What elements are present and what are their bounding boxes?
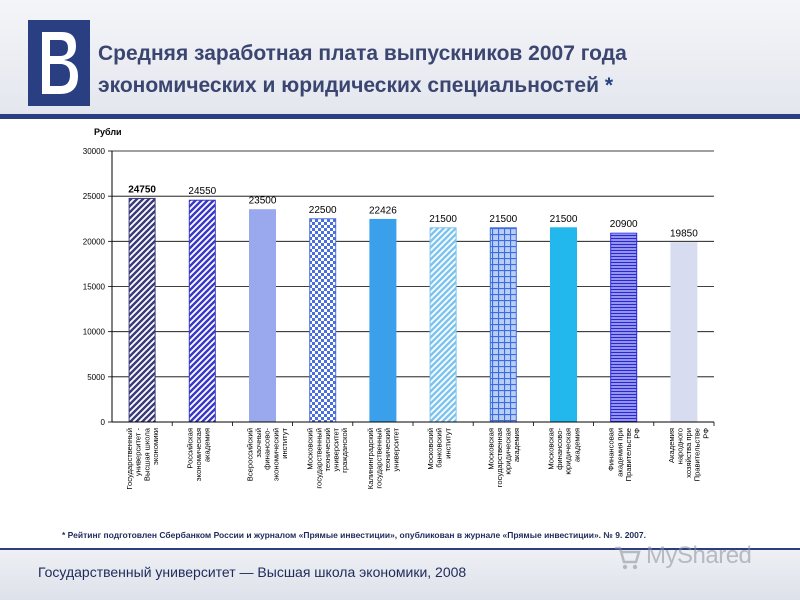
x-tick-label-line: народного [676, 428, 685, 464]
x-tick-label-line: Правительстве [693, 428, 702, 481]
x-tick-label-line: экономическая [194, 428, 203, 481]
x-tick-label-line: академия при [615, 428, 624, 477]
x-tick-label-7: Московская государственная юридическая акад… [486, 428, 521, 487]
bar-7 [489, 227, 517, 423]
x-tick-label-8: Московская финансово-юридическая академия [547, 428, 582, 475]
x-tick-label-line: институт [280, 427, 289, 458]
watermark-text: MyShared [646, 542, 752, 569]
footnote: * Рейтинг подготовлен Сбербанком России … [62, 530, 646, 540]
y-tick-label: 30000 [83, 147, 106, 156]
x-tick-label-line: РФ [701, 428, 710, 439]
y-tick-label: 5000 [87, 373, 105, 382]
title-line-2: экономических и юридических специальност… [98, 74, 599, 97]
x-tick-label-line: государственная [495, 428, 504, 487]
x-tick-label-line: государственный [314, 428, 323, 489]
x-tick-label-2: Российская экономическая академия [185, 428, 211, 481]
data-label-1: 24750 [128, 184, 156, 195]
x-tick-label-line: Российская [185, 428, 194, 469]
x-tick-label-3: Всероссийский заочный финансово-экономичес… [246, 427, 289, 481]
x-tick-label-line: институт [443, 427, 452, 458]
x-tick-label-6: Московский банковский институт [426, 427, 452, 469]
cart-icon [615, 546, 641, 570]
title-star: * [604, 74, 614, 97]
bar-5 [369, 218, 397, 423]
x-tick-label-line: Московский [426, 428, 435, 470]
data-label-3: 23500 [249, 196, 277, 207]
y-axis-label: Рубли [94, 127, 122, 137]
x-tick-label-1: Государственный университет - Высшая школа… [125, 427, 160, 489]
x-tick-label-4: Московский государственный технический унив… [306, 427, 349, 488]
x-tick-label-line: финансово- [555, 428, 564, 470]
bar-8 [550, 227, 577, 423]
bar-9 [610, 232, 638, 423]
page-title: Средняя заработная плата выпускников 200… [98, 38, 778, 102]
x-tick-label-line: заочный [254, 428, 263, 458]
x-tick-label-line: Московская [486, 428, 495, 470]
x-tick-label-line: РФ [633, 428, 642, 439]
data-label-10: 19850 [670, 229, 698, 240]
x-tick-label-line: университет [332, 427, 341, 471]
x-tick-label-line: технический [383, 428, 392, 471]
footer-divider [0, 548, 800, 550]
x-tick-label-line: академия [512, 428, 521, 462]
x-tick-label-line: Московский [306, 428, 315, 470]
x-tick-label-line: юридическая [564, 428, 573, 475]
x-tick-label-line: технический [323, 428, 332, 471]
y-tick-label: 15000 [83, 283, 106, 292]
y-tick-label: 20000 [83, 237, 106, 246]
x-tick-label-line: государственный [375, 428, 384, 489]
bar-6 [429, 227, 457, 423]
x-tick-label-line: финансово- [263, 428, 272, 470]
x-tick-label-line: Правительстве [624, 428, 633, 481]
salary-bar-chart: Рубли 0 5000 10000 15000 20000 25000 30000 24750… [83, 127, 715, 490]
data-label-5: 22426 [369, 205, 397, 216]
x-tick-label-line: банковский [435, 428, 444, 468]
bar-10 [670, 242, 698, 423]
x-tick-label-line: юридическая [504, 428, 513, 475]
bar-3 [249, 209, 276, 423]
data-label-4: 22500 [309, 205, 337, 216]
x-tick-label-line: академия [572, 428, 581, 462]
x-tick-label-line: Государственный [125, 428, 134, 490]
x-tick-label-line: Всероссийский [246, 428, 255, 481]
data-label-7: 21500 [489, 214, 517, 225]
footer-text: Государственный университет — Высшая шко… [38, 564, 467, 580]
bar-4 [309, 218, 337, 423]
x-tick-label-line: хозяйства при [684, 428, 693, 478]
header-divider [0, 114, 800, 119]
data-label-2: 24550 [188, 186, 216, 197]
footer-band [0, 550, 800, 600]
x-tick-label-line: экономический [271, 428, 280, 481]
x-tick-label-line: Высшая школа [142, 427, 151, 481]
data-label-8: 21500 [550, 214, 578, 225]
title-line-1: Средняя заработная плата выпускников 200… [98, 42, 627, 65]
y-tick-label: 0 [101, 418, 106, 427]
x-tick-label-line: академия [203, 428, 212, 462]
watermark: MyShared [612, 540, 782, 574]
x-tick-label-line: гражданской [340, 428, 349, 473]
x-tick-label-line: Московская [547, 428, 556, 470]
x-tick-label-line: Академия [667, 428, 676, 463]
bar-1 [128, 197, 156, 423]
x-tick-label-9: Финансовая академия при Правительстве РФ [607, 428, 642, 482]
x-tick-label-line: экономики [151, 428, 160, 465]
bar-2 [188, 199, 216, 423]
x-tick-label-5: Калининградский государственный технически… [366, 427, 401, 489]
data-label-6: 21500 [429, 214, 457, 225]
x-tick-label-10: Академия народного хозяйства при Правительс… [667, 428, 710, 482]
x-tick-label-line: Калининградский [366, 428, 375, 489]
x-tick-label-line: университет [392, 427, 401, 471]
x-tick-label-line: Финансовая [607, 428, 616, 471]
y-tick-label: 25000 [83, 192, 106, 201]
data-label-9: 20900 [610, 219, 638, 230]
x-tick-label-line: университет - [134, 428, 143, 477]
header-band [0, 0, 800, 118]
y-tick-label: 10000 [83, 328, 106, 337]
hse-logo [28, 20, 90, 106]
